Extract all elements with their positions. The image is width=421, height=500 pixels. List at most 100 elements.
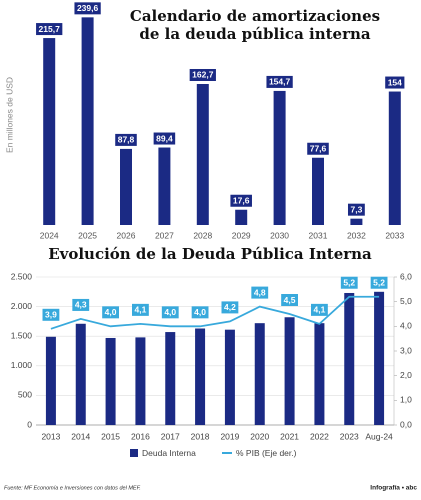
x-tick-label: 2026 (117, 230, 136, 240)
data-label: 4,0 (164, 307, 176, 317)
legend-label: % PIB (Eje der.) (236, 448, 297, 458)
legend-swatch (130, 449, 138, 457)
x-tick-label: 2030 (270, 230, 289, 240)
x-tick-label: 2018 (191, 431, 210, 441)
x-tick-label: 2013 (41, 431, 60, 441)
x-tick-label: 2025 (78, 230, 97, 240)
label-box (230, 194, 252, 207)
x-tick-label: 2032 (347, 230, 366, 240)
x-tick-label: 2016 (131, 431, 150, 441)
data-label: 3,9 (45, 310, 57, 320)
x-tick-label: 2029 (232, 230, 251, 240)
bar (350, 218, 363, 225)
label-box (42, 308, 60, 321)
x-tick-label: 2020 (250, 431, 269, 441)
label-box (102, 306, 119, 319)
bar (374, 291, 385, 425)
data-label: 17,6 (233, 195, 250, 205)
footer-source: Fuente: MF Economía e Inversiones con da… (4, 485, 141, 491)
x-tick-label: 2021 (280, 431, 299, 441)
label-box (347, 203, 365, 216)
bar (158, 147, 171, 225)
bar (314, 323, 325, 425)
label-box (115, 133, 137, 146)
bar (81, 17, 94, 226)
label-box (311, 303, 328, 316)
x-tick-label: 2019 (220, 431, 239, 441)
label-box (281, 294, 298, 306)
x-tick-label: 2022 (310, 431, 329, 441)
bar (75, 323, 86, 425)
data-label: 4,0 (105, 307, 117, 317)
label-box (74, 2, 101, 15)
bar (196, 83, 209, 225)
y-tick-label: 1.000 (11, 360, 33, 370)
label-box (370, 276, 388, 289)
label-box (72, 298, 90, 311)
bar (254, 323, 265, 425)
bar (388, 91, 401, 226)
bar (45, 336, 56, 425)
data-label: 154,7 (269, 77, 291, 87)
bar (135, 337, 146, 425)
bar (224, 329, 235, 425)
data-label: 4,5 (284, 295, 296, 305)
x-tick-label: Aug-24 (365, 431, 393, 441)
legend-label: Deuda Interna (142, 448, 196, 458)
data-label: 7,3 (350, 204, 362, 214)
y2-tick-label: 5,0 (400, 296, 412, 306)
bar (43, 38, 56, 226)
x-tick-label: 2031 (309, 230, 328, 240)
data-label: 215,7 (39, 24, 61, 34)
data-label: 4,8 (254, 287, 266, 297)
footer-credit: Infografía • abc (370, 485, 417, 492)
y-tick-label: 2.000 (11, 301, 33, 311)
y2-tick-label: 0,0 (400, 419, 412, 429)
label-box (221, 301, 239, 314)
y-tick-label: 0 (27, 419, 32, 429)
x-tick-label: 2027 (155, 230, 174, 240)
label-box (266, 75, 293, 88)
label-box (251, 286, 269, 299)
data-label: 87,8 (118, 135, 135, 145)
x-tick-label: 2015 (101, 431, 120, 441)
x-tick-label: 2024 (40, 230, 59, 240)
data-label: 5,2 (373, 277, 385, 287)
x-tick-label: 2017 (161, 431, 180, 441)
label-box (161, 306, 179, 319)
label-box (189, 68, 216, 81)
x-tick-label: 2033 (385, 230, 404, 240)
y2-tick-label: 2,0 (400, 370, 412, 380)
data-label: 4,1 (135, 305, 147, 315)
bar (165, 332, 176, 425)
label-box (340, 276, 358, 289)
bar (273, 90, 286, 225)
y-tick-label: 2.500 (11, 271, 33, 281)
bar (105, 337, 116, 425)
data-label: 4,3 (75, 300, 87, 310)
label-box (153, 132, 176, 145)
bar (344, 292, 355, 425)
x-tick-label: 2014 (71, 431, 90, 441)
label-box (385, 76, 405, 89)
line (50, 295, 380, 330)
y2-tick-label: 3,0 (400, 345, 412, 355)
x-tick-label: 2028 (193, 230, 212, 240)
label-box (132, 303, 149, 316)
label-box (307, 142, 329, 155)
bar (235, 209, 248, 225)
data-label: 4,0 (194, 307, 206, 317)
data-label: 5,2 (343, 277, 355, 287)
data-label: 154 (388, 77, 402, 87)
data-label: 77,6 (310, 143, 327, 153)
label-box (191, 306, 209, 319)
data-label: 239,6 (77, 3, 99, 13)
bar (312, 157, 324, 225)
label-box (36, 23, 63, 36)
bar (284, 317, 295, 425)
y-tick-label: 500 (18, 390, 32, 400)
y-tick-label: 1.500 (11, 330, 33, 340)
chart-title: Calendario de amortizaciones de la deuda … (130, 7, 380, 43)
chart-title: Evolución de la Deuda Pública Interna (48, 245, 372, 263)
